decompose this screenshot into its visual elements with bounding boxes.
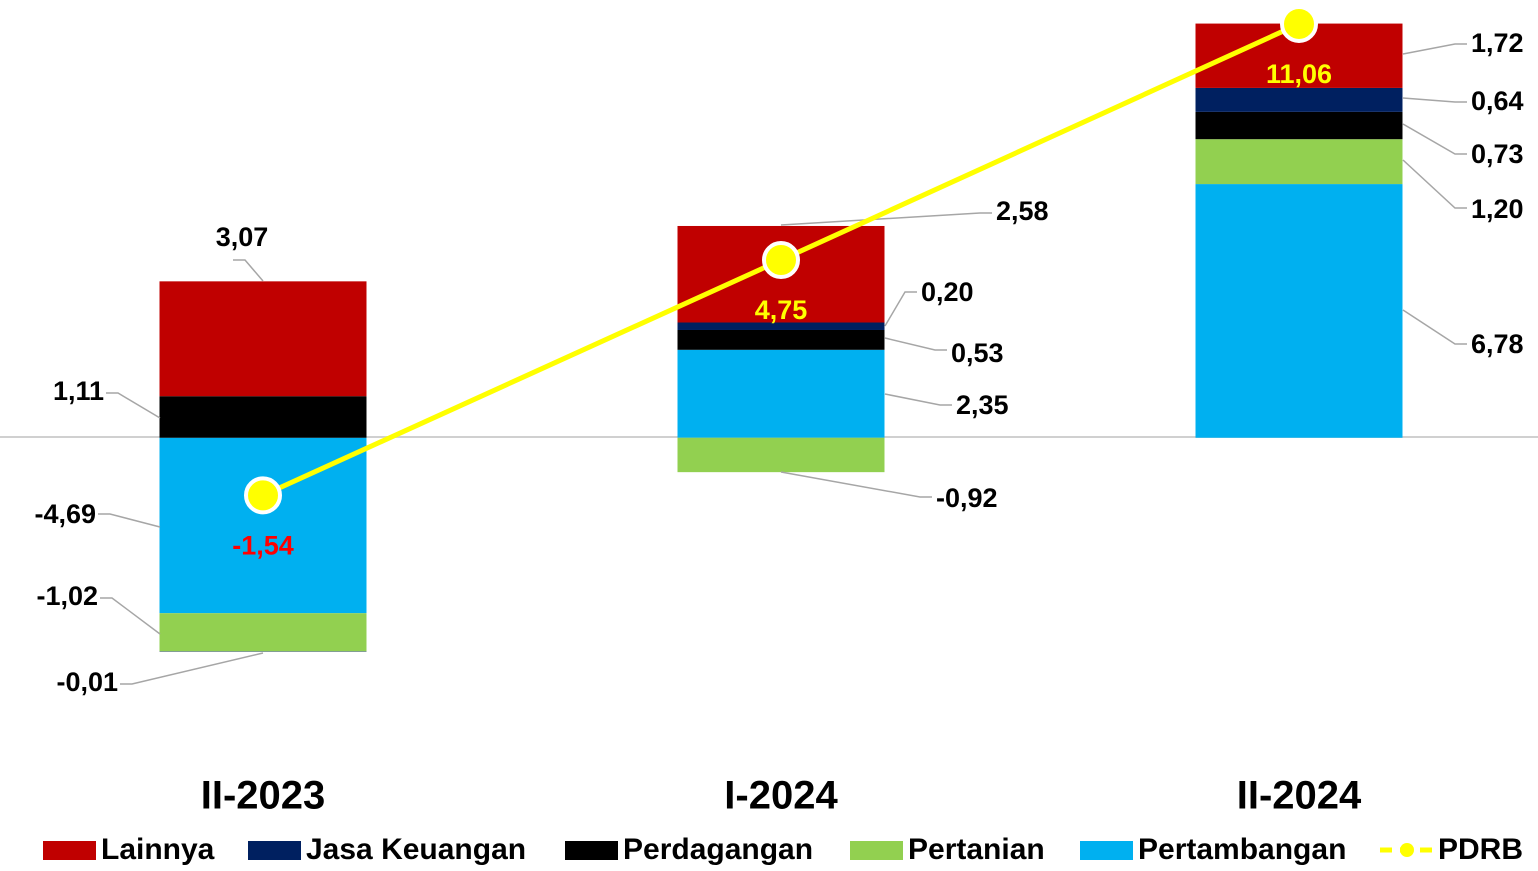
bar-segment bbox=[677, 349, 885, 438]
data-label: -0,01 bbox=[56, 667, 118, 697]
x-tick-label: I-2024 bbox=[724, 774, 838, 818]
data-label: 3,07 bbox=[216, 222, 269, 252]
bar-segment bbox=[1195, 111, 1403, 140]
x-tick-label: II-2023 bbox=[201, 774, 326, 818]
bar-segment bbox=[677, 322, 885, 330]
data-label: -4,69 bbox=[34, 499, 96, 529]
legend-label: Jasa Keuangan bbox=[306, 833, 526, 866]
bar-segment bbox=[1195, 139, 1403, 185]
data-label: 0,73 bbox=[1471, 139, 1524, 169]
legend-label: Pertambangan bbox=[1138, 833, 1346, 866]
leader-line bbox=[1402, 123, 1467, 155]
leader-line bbox=[884, 291, 917, 327]
legend-label: Perdagangan bbox=[623, 833, 813, 866]
data-label: 2,58 bbox=[996, 196, 1049, 226]
data-label: 0,64 bbox=[1471, 86, 1524, 116]
leader-line bbox=[884, 393, 952, 406]
bar-segment bbox=[677, 437, 885, 473]
data-label: -0,92 bbox=[936, 483, 998, 513]
leader-line bbox=[120, 652, 264, 685]
data-label: -1,02 bbox=[36, 581, 98, 611]
data-label: 1,20 bbox=[1471, 194, 1524, 224]
bar-segment bbox=[677, 329, 885, 350]
leader-line bbox=[780, 212, 992, 226]
leader-line bbox=[1402, 309, 1467, 345]
legend-label: PDRB bbox=[1438, 833, 1523, 866]
bar-segment bbox=[159, 396, 367, 438]
leader-line bbox=[106, 392, 161, 419]
leader-line bbox=[884, 337, 947, 351]
legend-swatch bbox=[850, 841, 903, 860]
bar-segment bbox=[159, 437, 367, 614]
legend-label: Pertanian bbox=[908, 833, 1045, 866]
data-label: 0,53 bbox=[951, 338, 1004, 368]
legend-label: Lainnya bbox=[101, 833, 215, 866]
legend-swatch bbox=[1400, 843, 1414, 857]
legend-swatch bbox=[248, 841, 301, 860]
data-label: 6,78 bbox=[1471, 329, 1524, 359]
bar-segment bbox=[1195, 184, 1403, 438]
leader-line bbox=[100, 597, 161, 635]
line-point bbox=[244, 476, 282, 515]
line-label: -1,54 bbox=[232, 530, 294, 560]
data-label: 0,20 bbox=[921, 277, 974, 307]
legend-swatch bbox=[43, 841, 96, 860]
leader-line bbox=[1402, 43, 1467, 55]
leader-line bbox=[780, 471, 932, 498]
legend-swatch bbox=[1080, 841, 1133, 860]
data-label: 1,11 bbox=[53, 376, 104, 406]
leader-line bbox=[98, 513, 161, 528]
line-label: 4,75 bbox=[755, 295, 808, 325]
data-label: 1,72 bbox=[1471, 28, 1524, 58]
leader-line bbox=[233, 259, 264, 282]
leader-line bbox=[1402, 159, 1467, 209]
legend-swatch bbox=[565, 841, 618, 860]
line-label: 11,06 bbox=[1266, 59, 1332, 89]
leader-line bbox=[1402, 97, 1467, 103]
data-label: 2,35 bbox=[956, 390, 1009, 420]
bar-segment bbox=[1195, 87, 1403, 112]
line-point bbox=[762, 241, 800, 280]
x-tick-label: II-2024 bbox=[1237, 774, 1362, 818]
bar-segment bbox=[159, 281, 367, 397]
line-point bbox=[1280, 4, 1318, 43]
bar-segment bbox=[159, 613, 367, 652]
